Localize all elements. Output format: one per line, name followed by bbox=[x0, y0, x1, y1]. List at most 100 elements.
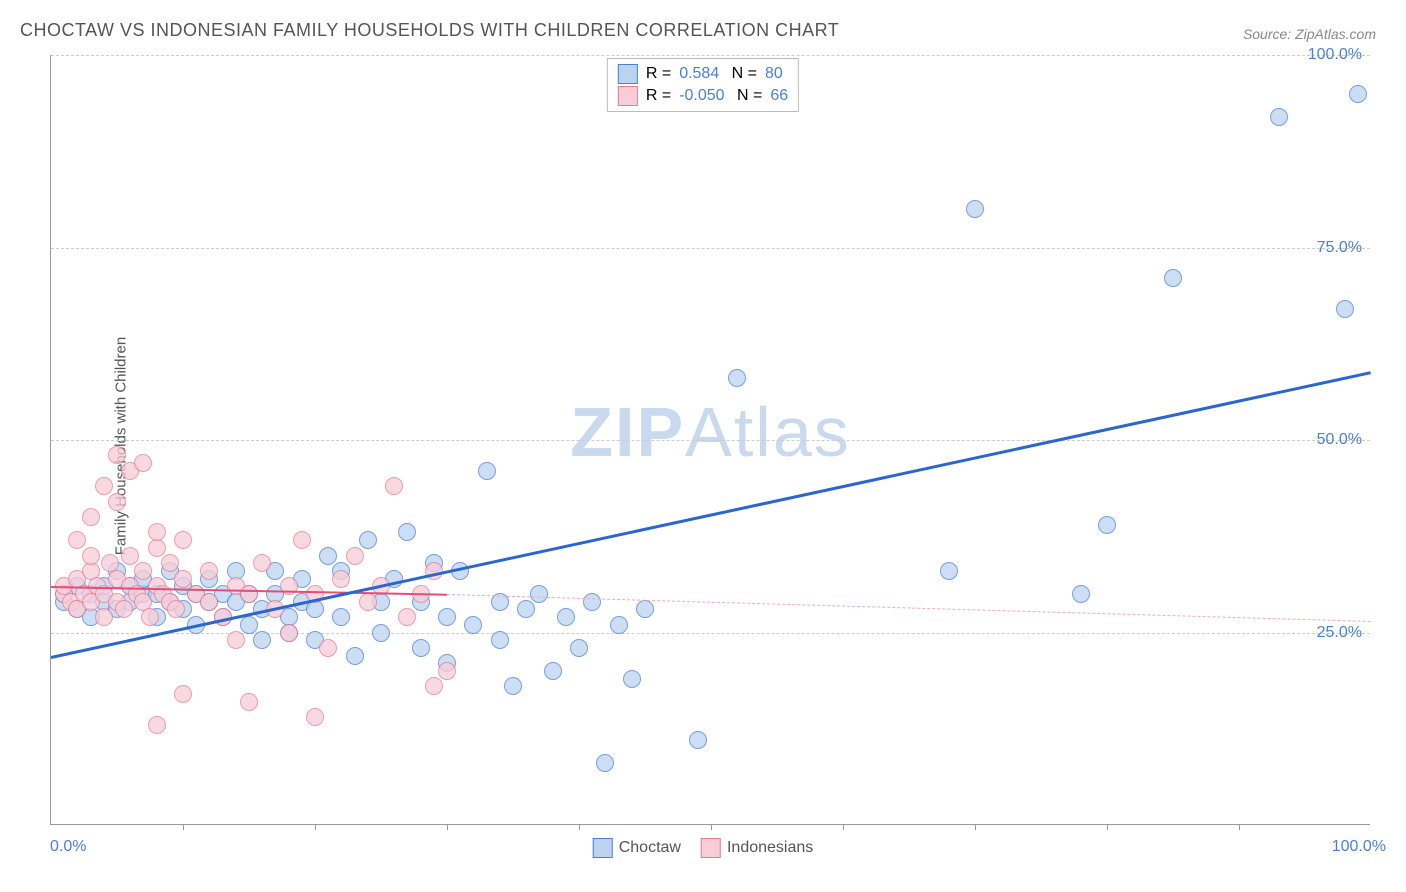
data-point bbox=[293, 531, 311, 549]
data-point bbox=[134, 454, 152, 472]
x-axis-max-label: 100.0% bbox=[1332, 838, 1386, 856]
chart-title: CHOCTAW VS INDONESIAN FAMILY HOUSEHOLDS … bbox=[20, 20, 839, 41]
data-point bbox=[95, 477, 113, 495]
data-point bbox=[478, 462, 496, 480]
gridline bbox=[51, 248, 1370, 249]
x-tick-mark bbox=[183, 824, 184, 830]
swatch-indonesian-bottom bbox=[701, 838, 721, 858]
data-point bbox=[108, 493, 126, 511]
data-point bbox=[280, 624, 298, 642]
source-label: Source: ZipAtlas.com bbox=[1243, 26, 1376, 42]
data-point bbox=[148, 539, 166, 557]
swatch-choctaw bbox=[618, 64, 638, 84]
y-tick-label: 50.0% bbox=[1317, 431, 1362, 449]
data-point bbox=[517, 600, 535, 618]
data-point bbox=[319, 547, 337, 565]
legend-r-indonesian: -0.050 bbox=[679, 85, 724, 107]
data-point bbox=[1349, 85, 1367, 103]
data-point bbox=[583, 593, 601, 611]
data-point bbox=[504, 677, 522, 695]
data-point bbox=[240, 693, 258, 711]
data-point bbox=[398, 523, 416, 541]
data-point bbox=[1336, 300, 1354, 318]
legend-label-indonesian: Indonesians bbox=[727, 839, 813, 857]
legend-r-label: R = bbox=[646, 85, 671, 107]
data-point bbox=[610, 616, 628, 634]
x-tick-mark bbox=[975, 824, 976, 830]
data-point bbox=[332, 570, 350, 588]
x-tick-mark bbox=[711, 824, 712, 830]
watermark-light: Atlas bbox=[685, 393, 851, 471]
data-point bbox=[359, 531, 377, 549]
data-point bbox=[412, 639, 430, 657]
data-point bbox=[346, 647, 364, 665]
x-tick-mark bbox=[315, 824, 316, 830]
data-point bbox=[240, 616, 258, 634]
legend-series: Choctaw Indonesians bbox=[593, 838, 814, 858]
data-point bbox=[557, 608, 575, 626]
swatch-choctaw-bottom bbox=[593, 838, 613, 858]
data-point bbox=[385, 477, 403, 495]
x-tick-mark bbox=[579, 824, 580, 830]
data-point bbox=[438, 608, 456, 626]
data-point bbox=[240, 585, 258, 603]
legend-n-choctaw: 80 bbox=[765, 63, 783, 85]
data-point bbox=[174, 685, 192, 703]
gridline bbox=[51, 440, 1370, 441]
legend-n-label: N = bbox=[733, 85, 763, 107]
data-point bbox=[464, 616, 482, 634]
data-point bbox=[253, 631, 271, 649]
data-point bbox=[148, 523, 166, 541]
data-point bbox=[115, 600, 133, 618]
data-point bbox=[82, 508, 100, 526]
scatter-plot: ZIPAtlas 25.0%50.0%75.0%100.0% bbox=[50, 55, 1370, 825]
data-point bbox=[121, 547, 139, 565]
data-point bbox=[438, 662, 456, 680]
data-point bbox=[108, 446, 126, 464]
legend-row-indonesian: R = -0.050 N = 66 bbox=[618, 85, 788, 107]
data-point bbox=[398, 608, 416, 626]
legend-row-choctaw: R = 0.584 N = 80 bbox=[618, 63, 788, 85]
data-point bbox=[174, 531, 192, 549]
x-tick-mark bbox=[447, 824, 448, 830]
data-point bbox=[1270, 108, 1288, 126]
y-tick-label: 100.0% bbox=[1308, 46, 1362, 64]
data-point bbox=[1098, 516, 1116, 534]
data-point bbox=[966, 200, 984, 218]
data-point bbox=[319, 639, 337, 657]
data-point bbox=[728, 369, 746, 387]
data-point bbox=[68, 531, 86, 549]
y-tick-label: 75.0% bbox=[1317, 239, 1362, 257]
data-point bbox=[570, 639, 588, 657]
data-point bbox=[227, 631, 245, 649]
legend-item-indonesian: Indonesians bbox=[701, 838, 813, 858]
data-point bbox=[372, 624, 390, 642]
data-point bbox=[148, 716, 166, 734]
legend-r-choctaw: 0.584 bbox=[679, 63, 719, 85]
legend-n-label: N = bbox=[727, 63, 757, 85]
data-point bbox=[636, 600, 654, 618]
data-point bbox=[141, 608, 159, 626]
data-point bbox=[530, 585, 548, 603]
x-tick-mark bbox=[1107, 824, 1108, 830]
watermark-bold: ZIP bbox=[570, 393, 685, 471]
data-point bbox=[82, 547, 100, 565]
x-axis-min-label: 0.0% bbox=[50, 838, 86, 856]
data-point bbox=[346, 547, 364, 565]
data-point bbox=[940, 562, 958, 580]
data-point bbox=[1072, 585, 1090, 603]
data-point bbox=[544, 662, 562, 680]
data-point bbox=[306, 708, 324, 726]
gridline bbox=[51, 55, 1370, 56]
data-point bbox=[174, 570, 192, 588]
data-point bbox=[491, 631, 509, 649]
data-point bbox=[623, 670, 641, 688]
data-point bbox=[161, 554, 179, 572]
data-point bbox=[332, 608, 350, 626]
x-tick-mark bbox=[843, 824, 844, 830]
watermark: ZIPAtlas bbox=[570, 392, 851, 472]
y-tick-label: 25.0% bbox=[1317, 624, 1362, 642]
data-point bbox=[596, 754, 614, 772]
legend-r-label: R = bbox=[646, 63, 671, 85]
legend-item-choctaw: Choctaw bbox=[593, 838, 681, 858]
